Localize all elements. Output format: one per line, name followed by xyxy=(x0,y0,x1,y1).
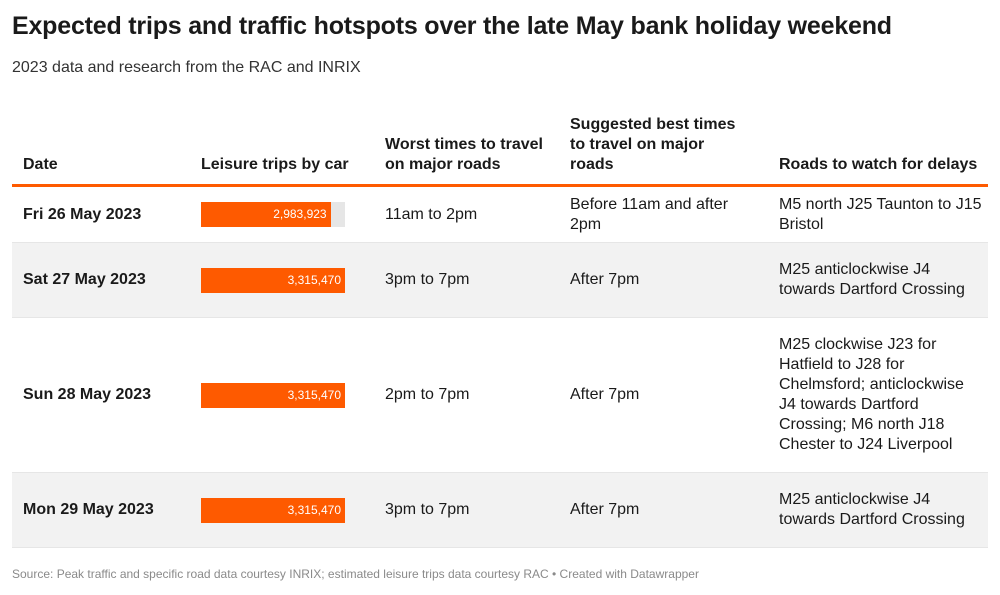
roads-cell: M25 anticlockwise J4 towards Dartford Cr… xyxy=(779,261,965,298)
table-header: Date Leisure trips by car Worst times to… xyxy=(12,110,988,187)
best-times-cell: After 7pm xyxy=(570,501,640,518)
table-body: Fri 26 May 2023 11am to 2pm Before 11am an… xyxy=(12,187,988,548)
trips-cell: 2,983,923 xyxy=(201,187,351,242)
trips-cell: 3,315,470 xyxy=(201,318,351,472)
table-row: Fri 26 May 2023 11am to 2pm Before 11am an… xyxy=(12,187,988,243)
date-cell: Sat 27 May 2023 xyxy=(23,271,146,288)
worst-times-cell: 2pm to 7pm xyxy=(385,386,470,403)
trips-bar: 3,315,470 xyxy=(201,267,345,293)
date-cell: Mon 29 May 2023 xyxy=(23,501,154,518)
trips-cell: 3,315,470 xyxy=(201,243,351,317)
source-note: Source: Peak traffic and specific road d… xyxy=(12,567,699,581)
header-date: Date xyxy=(23,156,58,173)
roads-cell: M5 north J25 Taunton to J15 Bristol xyxy=(779,195,982,233)
trips-bar-label: 3,315,470 xyxy=(287,272,341,287)
table-row: Sat 27 May 2023 3pm to 7pm After 7pm M25 an… xyxy=(12,243,988,318)
best-times-cell: After 7pm xyxy=(570,271,640,288)
table-row: Mon 29 May 2023 3pm to 7pm After 7pm M25 an… xyxy=(12,473,988,548)
worst-times-cell: 3pm to 7pm xyxy=(385,271,470,288)
trips-bar-track: 3,315,470 xyxy=(201,382,345,408)
worst-times-cell: 3pm to 7pm xyxy=(385,501,470,518)
date-cell: Sun 28 May 2023 xyxy=(23,386,152,403)
header-roads: Roads to watch for delays xyxy=(779,156,978,173)
trips-bar-track: 2,983,923 xyxy=(201,202,345,227)
trips-bar-track: 3,315,470 xyxy=(201,267,345,293)
table-row: Sun 28 May 2023 2pm to 7pm After 7pm M25 cl… xyxy=(12,318,988,473)
roads-cell: M25 clockwise J23 for Hatfield to J28 fo… xyxy=(779,336,964,453)
roads-cell: M25 anticlockwise J4 towards Dartford Cr… xyxy=(779,491,965,528)
trips-bar: 3,315,470 xyxy=(201,497,345,523)
trips-bar-label: 3,315,470 xyxy=(287,502,341,517)
best-times-cell: Before 11am and after 2pm xyxy=(570,195,729,233)
trips-bar: 3,315,470 xyxy=(201,382,345,408)
trips-cell: 3,315,470 xyxy=(201,473,351,547)
chart-title: Expected trips and traffic hotspots over… xyxy=(12,12,892,40)
chart-subtitle: 2023 data and research from the RAC and … xyxy=(12,59,361,76)
trips-bar-label: 3,315,470 xyxy=(287,387,341,402)
trips-bar-label: 2,983,923 xyxy=(273,207,327,221)
trips-bar: 2,983,923 xyxy=(201,202,331,227)
worst-times-cell: 11am to 2pm xyxy=(385,205,478,223)
best-times-cell: After 7pm xyxy=(570,386,640,403)
header-worst-times: Worst times to travel on major roads xyxy=(385,136,543,173)
header-best-times: Suggested best times to travel on major … xyxy=(570,116,736,173)
data-table: Date Leisure trips by car Worst times to… xyxy=(12,110,988,548)
header-trips: Leisure trips by car xyxy=(201,156,349,173)
date-cell: Fri 26 May 2023 xyxy=(23,205,142,223)
trips-bar-track: 3,315,470 xyxy=(201,497,345,523)
